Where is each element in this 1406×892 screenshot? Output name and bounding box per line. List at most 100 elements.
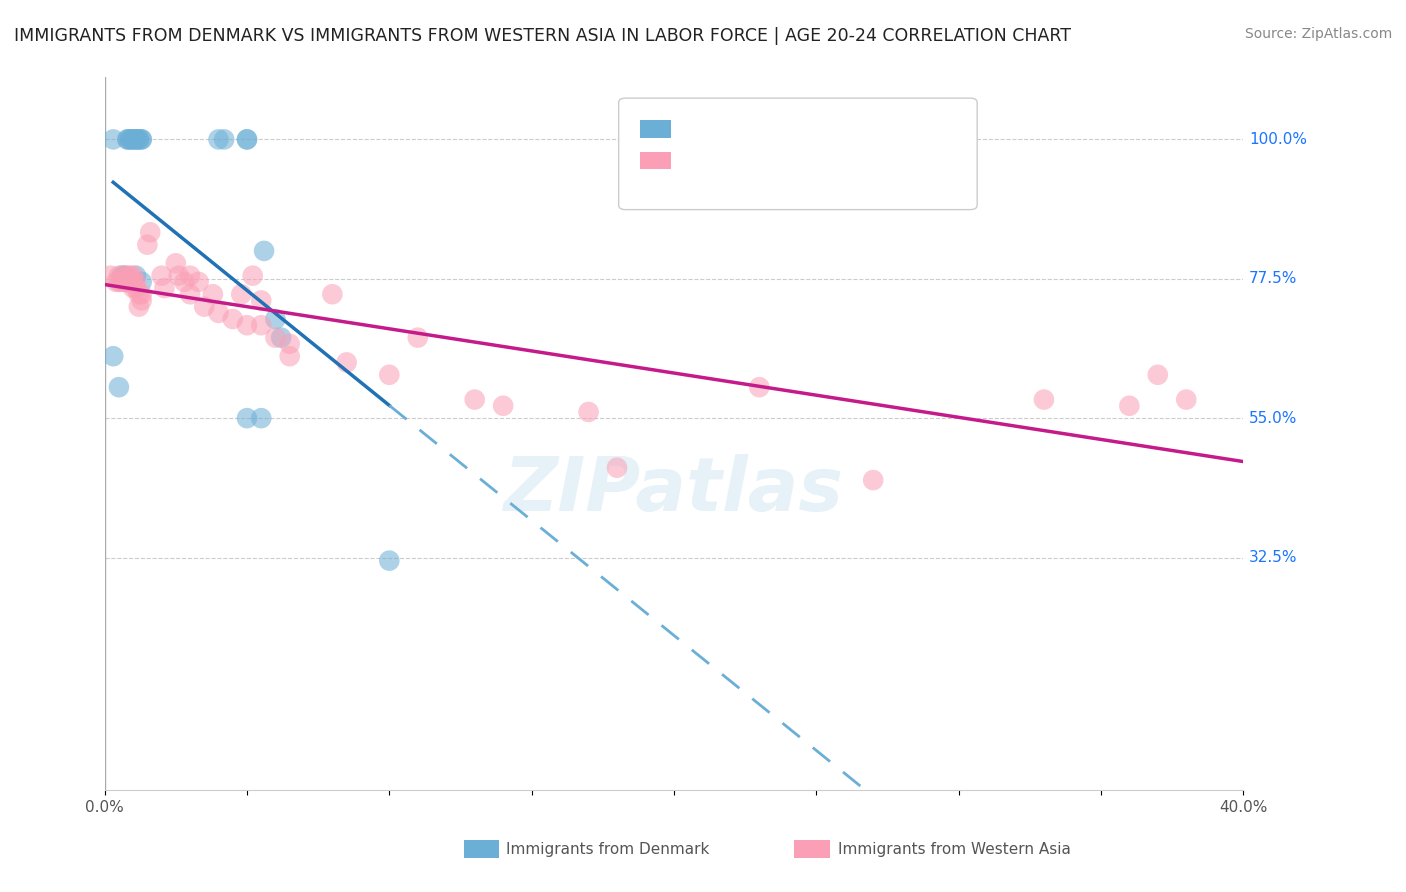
Point <box>131 287 153 301</box>
Text: N =: N = <box>797 118 827 132</box>
Point <box>117 275 139 289</box>
Point <box>120 275 142 289</box>
Point <box>378 368 401 382</box>
Point <box>270 330 292 344</box>
Point <box>207 306 229 320</box>
Point <box>153 281 176 295</box>
Point <box>378 554 401 568</box>
Point <box>167 268 190 283</box>
Point <box>128 132 150 146</box>
Point <box>114 268 136 283</box>
Point <box>98 268 121 283</box>
Point <box>125 268 148 283</box>
Point <box>122 281 145 295</box>
Point <box>114 275 136 289</box>
Point <box>117 132 139 146</box>
Text: -0.427: -0.427 <box>716 146 775 164</box>
Point <box>103 349 125 363</box>
Point <box>179 287 201 301</box>
Point <box>117 132 139 146</box>
Point <box>150 268 173 283</box>
Point <box>187 275 209 289</box>
Point <box>131 293 153 308</box>
Point <box>128 300 150 314</box>
Point <box>122 275 145 289</box>
Text: 0.018: 0.018 <box>721 115 773 133</box>
Point <box>103 132 125 146</box>
Point <box>201 287 224 301</box>
Point <box>120 268 142 283</box>
Text: 32: 32 <box>839 115 863 133</box>
Point <box>128 287 150 301</box>
Point <box>131 132 153 146</box>
Point <box>114 268 136 283</box>
Point <box>117 268 139 283</box>
Point <box>117 275 139 289</box>
Point <box>321 287 343 301</box>
Point <box>264 312 287 326</box>
Point <box>108 275 131 289</box>
Point <box>165 256 187 270</box>
Point <box>492 399 515 413</box>
Point <box>125 132 148 146</box>
Point <box>108 268 131 283</box>
Point <box>120 132 142 146</box>
Text: R =: R = <box>679 149 707 163</box>
Text: R =: R = <box>679 118 707 132</box>
Point <box>464 392 486 407</box>
Point <box>250 293 273 308</box>
Point <box>193 300 215 314</box>
Text: IMMIGRANTS FROM DENMARK VS IMMIGRANTS FROM WESTERN ASIA IN LABOR FORCE | AGE 20-: IMMIGRANTS FROM DENMARK VS IMMIGRANTS FR… <box>14 27 1071 45</box>
Point <box>125 281 148 295</box>
Point <box>125 132 148 146</box>
Point <box>1032 392 1054 407</box>
Point <box>131 275 153 289</box>
Point <box>406 330 429 344</box>
Point <box>748 380 770 394</box>
Text: Immigrants from Western Asia: Immigrants from Western Asia <box>838 842 1071 856</box>
Point <box>131 132 153 146</box>
Point <box>179 268 201 283</box>
Point <box>122 268 145 283</box>
Point <box>212 132 235 146</box>
Text: 55.0%: 55.0% <box>1249 410 1298 425</box>
Point <box>108 380 131 394</box>
Point <box>222 312 245 326</box>
Text: ZIPatlas: ZIPatlas <box>503 454 844 527</box>
Point <box>120 132 142 146</box>
Point <box>336 355 359 369</box>
Point <box>264 330 287 344</box>
Point <box>111 268 134 283</box>
Point <box>236 411 259 425</box>
Point <box>250 318 273 333</box>
Point <box>136 237 159 252</box>
Point <box>128 132 150 146</box>
Point <box>120 275 142 289</box>
Point <box>278 336 301 351</box>
Point <box>139 225 162 239</box>
Point <box>111 275 134 289</box>
Point <box>231 287 253 301</box>
Point <box>122 132 145 146</box>
Point <box>862 473 884 487</box>
Point <box>236 132 259 146</box>
Text: 56: 56 <box>839 146 862 164</box>
Text: 77.5%: 77.5% <box>1249 271 1298 286</box>
Point <box>1175 392 1198 407</box>
Point <box>606 460 628 475</box>
Point <box>122 132 145 146</box>
Point <box>278 349 301 363</box>
Point <box>253 244 276 258</box>
Point <box>173 275 195 289</box>
Text: Source: ZipAtlas.com: Source: ZipAtlas.com <box>1244 27 1392 41</box>
Point <box>250 411 273 425</box>
Text: 100.0%: 100.0% <box>1249 132 1308 147</box>
Point <box>236 318 259 333</box>
Point <box>1118 399 1140 413</box>
Point <box>120 275 142 289</box>
Point <box>125 275 148 289</box>
Text: N =: N = <box>797 149 827 163</box>
Point <box>242 268 264 283</box>
Point <box>236 132 259 146</box>
Point <box>105 275 128 289</box>
